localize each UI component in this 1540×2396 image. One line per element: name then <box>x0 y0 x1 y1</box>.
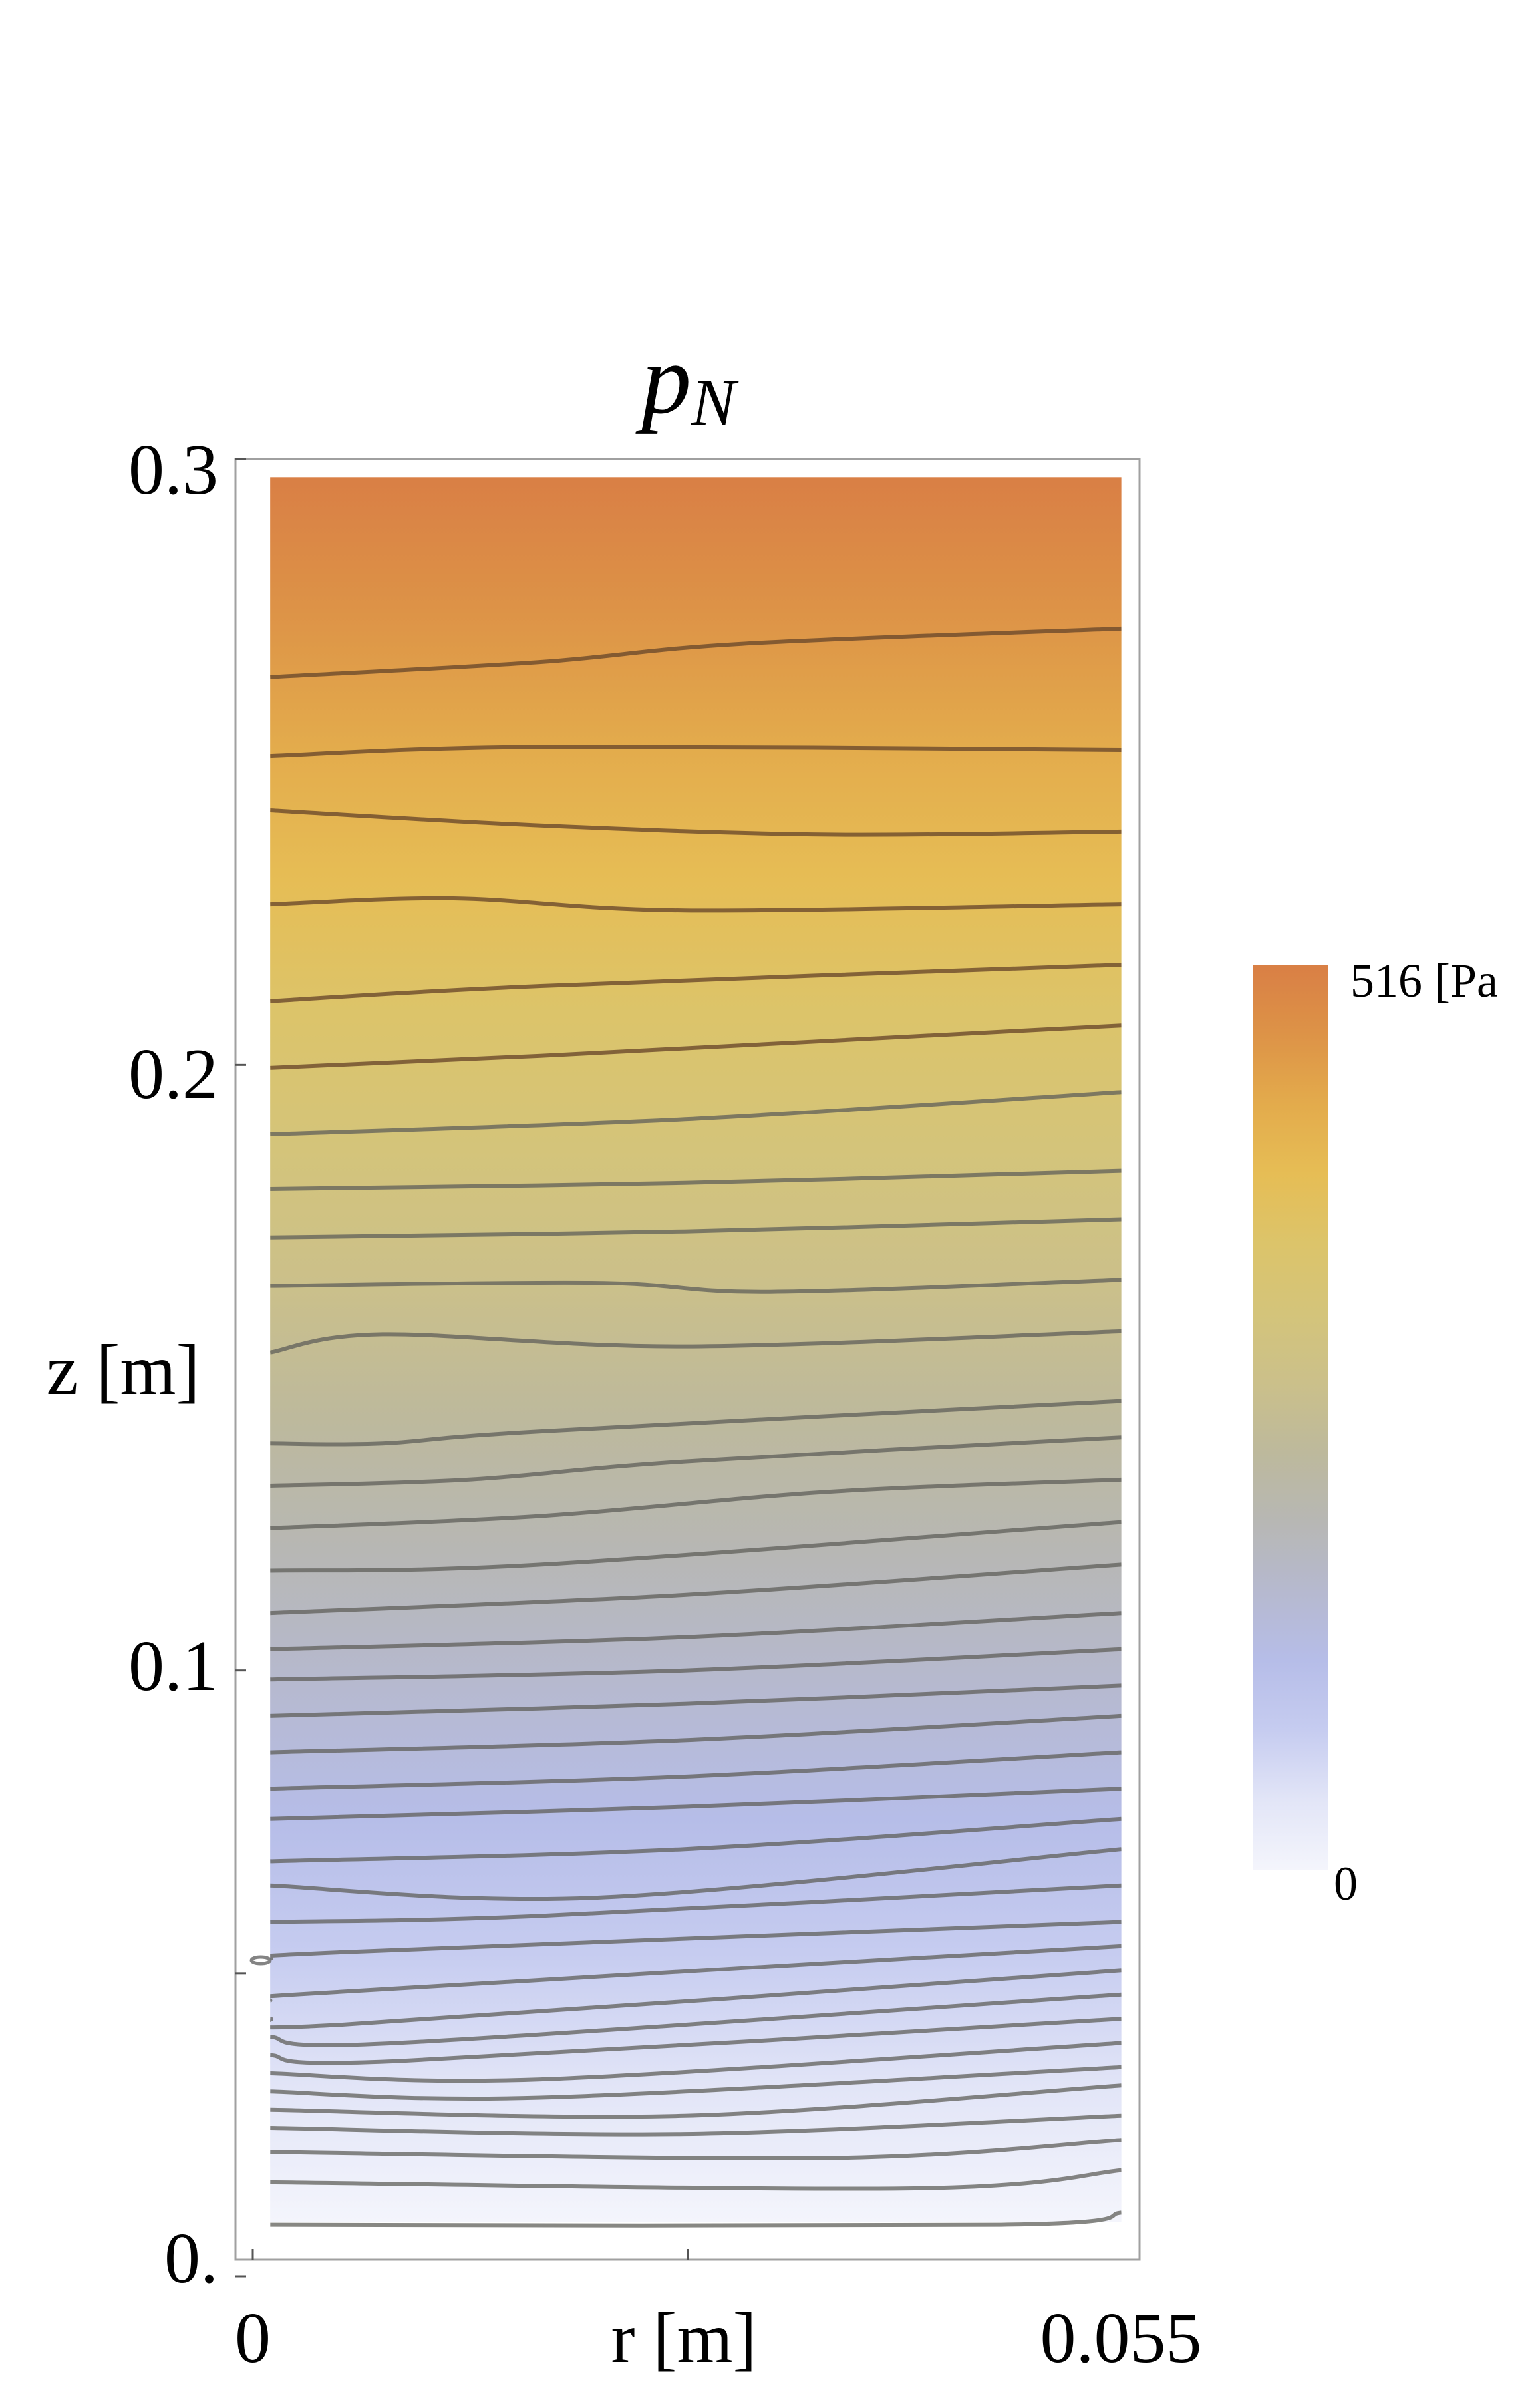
contour-line <box>270 2041 1122 2083</box>
title-subscript: N <box>691 365 739 439</box>
title-symbol: p <box>635 324 691 434</box>
y-tick-label-0: 0. <box>164 2219 218 2298</box>
contour-line <box>270 1787 1122 1821</box>
contour-line <box>270 1023 1122 1070</box>
contour-line <box>270 745 1122 759</box>
pressure-field <box>270 477 1122 2222</box>
contour-line <box>270 1168 1122 1191</box>
contour-line <box>270 1847 1122 1902</box>
contour-line <box>270 1992 1122 2047</box>
chart-title: pN <box>635 324 739 439</box>
contour-line <box>270 1217 1122 1240</box>
contour-line <box>270 1713 1122 1755</box>
contour-closed-loop <box>249 1955 272 1966</box>
contour-line <box>270 1920 1122 1961</box>
x-axis-label: r [m] <box>611 2299 757 2378</box>
contour-line <box>270 1683 1122 1718</box>
contour-lines <box>270 626 1122 2228</box>
contour-line <box>270 2168 1122 2191</box>
contour-line <box>270 1520 1122 1573</box>
axis-ticks <box>235 458 689 2278</box>
contour-line <box>270 1329 1122 1355</box>
contour-line <box>270 626 1122 679</box>
contour-line <box>270 1611 1122 1651</box>
contour-line <box>270 1883 1122 1924</box>
contour-line <box>270 963 1122 1003</box>
contour-line <box>270 808 1122 837</box>
contour-line <box>270 1562 1122 1616</box>
contour-line <box>270 896 1122 913</box>
contour-line <box>270 1477 1122 1530</box>
contour-line <box>270 2065 1122 2101</box>
contour-line <box>270 1816 1122 1864</box>
colorbar-min-label: 0 <box>1334 1857 1358 1910</box>
contour-line <box>270 1278 1122 1294</box>
y-tick-label-0.2: 0.2 <box>128 1035 218 1114</box>
contour-line <box>270 1399 1122 1447</box>
contour-line <box>270 2113 1122 2137</box>
x-tick-label-0.055: 0.055 <box>1040 2299 1202 2378</box>
contour-line <box>270 1944 1122 2003</box>
contour-line <box>270 1647 1122 1682</box>
contour-line <box>270 1750 1122 1791</box>
contour-line <box>270 1968 1122 2030</box>
colorbar <box>1253 965 1328 1870</box>
colorbar-max-label: 516 [Pa <box>1350 954 1498 1007</box>
y-axis-label: z [m] <box>47 1331 200 1410</box>
contour-line <box>270 2083 1122 2119</box>
y-tick-label-0.3: 0.3 <box>128 430 218 510</box>
contour-line <box>270 2017 1122 2065</box>
contour-line <box>270 1090 1122 1136</box>
x-tick-label-0: 0 <box>235 2299 271 2378</box>
contour-line <box>270 1435 1122 1488</box>
y-tick-label-0.1: 0.1 <box>128 1627 218 1706</box>
contour-line <box>270 2210 1122 2228</box>
contour-line <box>270 2138 1122 2161</box>
